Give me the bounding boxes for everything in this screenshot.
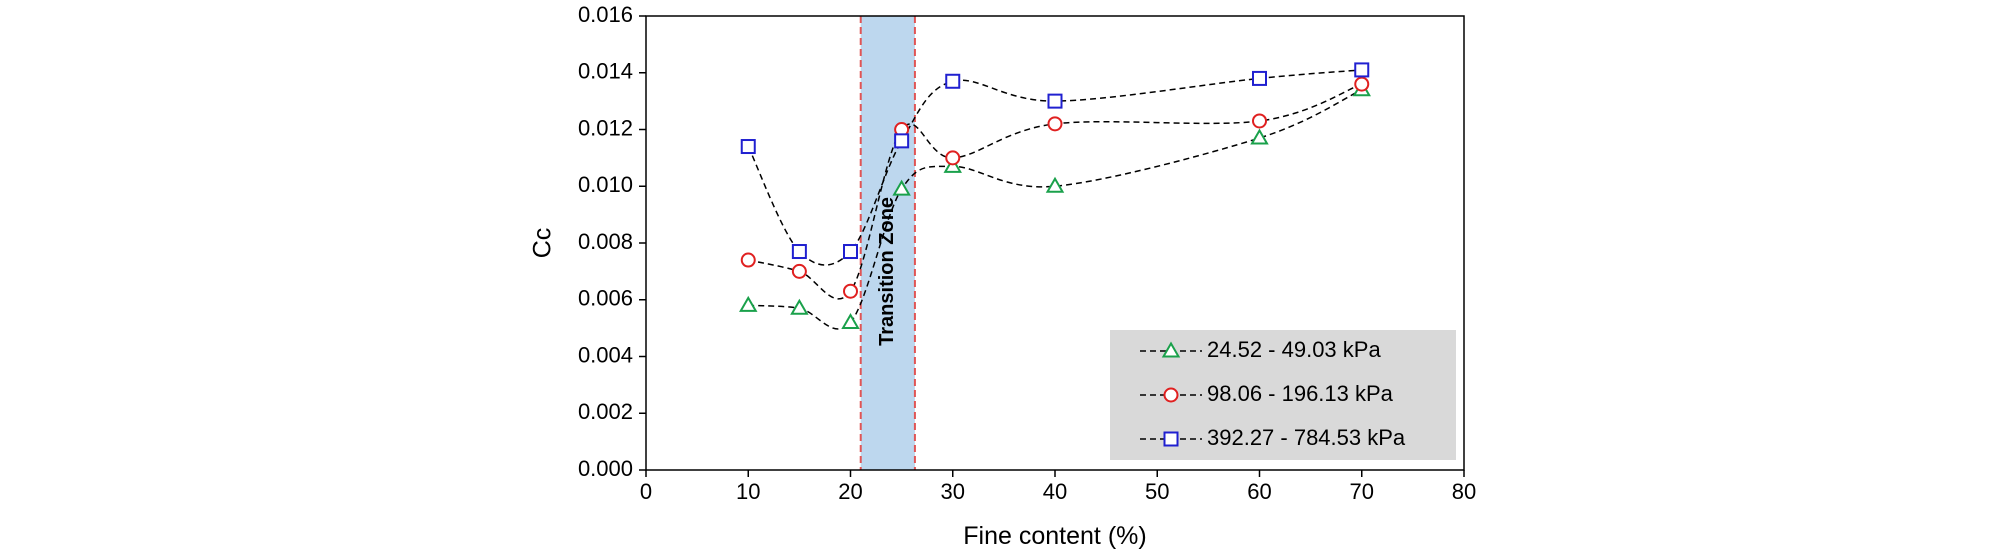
series-2-point: [1354, 76, 1370, 92]
series-3-point: [791, 244, 807, 260]
x-tick-label: 10: [736, 479, 760, 504]
legend-label: 392.27 - 784.53 kPa: [1207, 425, 1406, 450]
series-3-point: [1252, 70, 1267, 86]
series-3-point: [1354, 62, 1370, 78]
y-tick-label: 0.012: [578, 115, 633, 140]
series-1-point: [841, 312, 860, 329]
y-tick-label: 0.002: [578, 399, 633, 424]
x-tick-label: 0: [640, 479, 652, 504]
transition-zone-band: [860, 16, 915, 470]
transition-zone-layer: Transition Zone: [859, 16, 916, 470]
x-axis-title: Fine content (%): [963, 522, 1146, 550]
legend: 24.52 - 49.03 kPa 98.06 - 196.13 kPa 392.2…: [1110, 330, 1456, 460]
series-1-point: [1250, 128, 1269, 145]
series-1-point: [892, 179, 911, 196]
x-tick-label: 60: [1247, 479, 1271, 504]
legend-label: 98.06 - 196.13 kPa: [1207, 381, 1394, 406]
series-2-point: [1252, 113, 1267, 129]
y-tick-label: 0.004: [578, 342, 633, 367]
y-tick-label: 0.008: [578, 229, 633, 254]
legend-marker: [1161, 341, 1181, 358]
x-tick-label: 70: [1350, 479, 1374, 504]
y-tick-label: 0.016: [578, 2, 633, 27]
y-tick-label: 0.014: [578, 59, 633, 84]
x-tick-label: 20: [838, 479, 862, 504]
legend-marker: [1163, 387, 1179, 403]
x-tick-label: 30: [941, 479, 965, 504]
series-layer: [739, 62, 1371, 330]
series-1-point: [790, 298, 809, 315]
series-2-point: [791, 263, 807, 279]
x-tick-label: 40: [1043, 479, 1067, 504]
series-2-point: [945, 150, 961, 166]
x-tick-label: 80: [1452, 479, 1476, 504]
series-1-point: [739, 295, 758, 312]
legend-marker: [1163, 431, 1179, 447]
series-2-line: [748, 83, 1363, 300]
series-3-point: [740, 139, 756, 155]
series-3-line: [747, 69, 1362, 266]
series-3-point: [843, 244, 858, 260]
series-3-point: [894, 133, 910, 149]
y-tick-label: 0.006: [578, 286, 633, 311]
legend-label: 24.52 - 49.03 kPa: [1207, 337, 1381, 362]
axes-layer: 0.000 0.002 0.004 0.006 0.008 0.010 0.012 0.014…: [529, 2, 1477, 550]
series-1-point: [1045, 176, 1065, 193]
series-2-point: [1047, 116, 1063, 132]
series-1-point: [943, 156, 962, 173]
x-tick-label: 50: [1145, 479, 1169, 504]
y-tick-label: 0.000: [578, 456, 633, 481]
series-2-point: [843, 283, 858, 299]
series-2-point: [740, 252, 756, 268]
series-3-point: [945, 73, 961, 89]
y-axis-title: Cc: [529, 228, 557, 259]
series-1-line: [748, 89, 1363, 330]
transition-zone-label: Transition Zone: [876, 197, 898, 346]
y-tick-label: 0.010: [578, 172, 633, 197]
series-3-point: [1047, 93, 1063, 109]
